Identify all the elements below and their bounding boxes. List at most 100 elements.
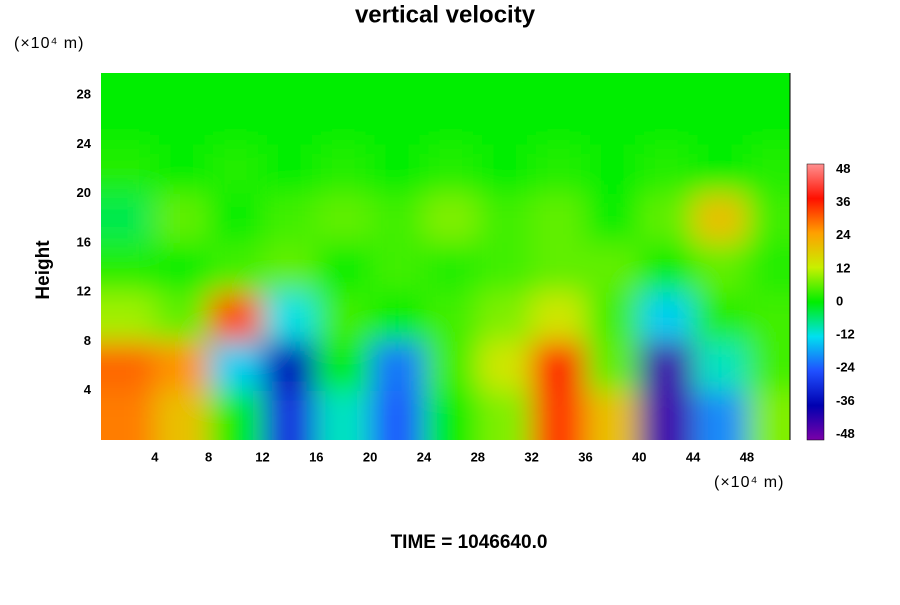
- field-cell: [531, 390, 586, 440]
- field-cell: [154, 193, 209, 243]
- field-cell: [477, 242, 532, 293]
- field-cell: [154, 390, 209, 440]
- field-cell: [316, 341, 371, 391]
- field-cell: [693, 95, 747, 145]
- x-tick-label: 24: [417, 449, 432, 464]
- field-cell: [101, 242, 155, 293]
- field-cell: [316, 95, 371, 145]
- field-cell: [101, 73, 155, 96]
- field-cell: [585, 144, 640, 194]
- field-cell: [585, 95, 640, 145]
- field-cell: [208, 242, 263, 293]
- field-cell: [639, 144, 694, 194]
- field-cell: [639, 292, 694, 342]
- field-cell: [101, 144, 155, 194]
- field-cell: [154, 95, 209, 145]
- field-cell: [208, 390, 263, 440]
- field: [101, 73, 790, 440]
- field-cell: [262, 242, 317, 293]
- colorbar-tick-label: 48: [836, 161, 850, 176]
- x-tick-label: 44: [686, 449, 701, 464]
- field-cell: [101, 95, 155, 145]
- field-cell: [531, 144, 586, 194]
- field-cell: [316, 193, 371, 243]
- y-tick-label: 24: [77, 136, 92, 151]
- field-cell: [101, 292, 155, 342]
- x-unit: (×10⁴ m): [714, 474, 784, 491]
- field-cell: [693, 242, 747, 293]
- field-cell: [531, 73, 586, 96]
- field-cell: [477, 144, 532, 194]
- field-cell: [585, 341, 640, 391]
- field-cell: [208, 73, 263, 96]
- colorbar-tick-label: -24: [836, 360, 856, 375]
- field-cell: [531, 341, 586, 391]
- x-tick-label: 36: [578, 449, 592, 464]
- field-cell: [370, 341, 424, 391]
- field-cell: [423, 95, 478, 145]
- field-cell: [585, 390, 640, 440]
- field-cell: [531, 242, 586, 293]
- x-tick-label: 20: [363, 449, 377, 464]
- field-cell: [370, 73, 424, 96]
- field-cell: [208, 95, 263, 145]
- field-cell: [262, 144, 317, 194]
- field-cell: [370, 390, 424, 440]
- field-cell: [531, 95, 586, 145]
- field-cell: [746, 144, 790, 194]
- colorbar-tick-label: -36: [836, 393, 855, 408]
- field-cell: [639, 242, 694, 293]
- field-cell: [477, 73, 532, 96]
- field-cell: [208, 193, 263, 243]
- x-tick-label: 48: [740, 449, 754, 464]
- footer: TIME = 1046640.0: [391, 532, 548, 553]
- x-tick-label: 32: [524, 449, 538, 464]
- field-cell: [693, 341, 747, 391]
- x-tick-label: 28: [471, 449, 485, 464]
- field-cell: [639, 193, 694, 243]
- field-cell: [316, 73, 371, 96]
- field-cell: [746, 341, 790, 391]
- field-cell: [423, 242, 478, 293]
- colorbar-tick-label: 0: [836, 293, 843, 308]
- field-cell: [316, 292, 371, 342]
- field-cell: [370, 292, 424, 342]
- field-cell: [585, 193, 640, 243]
- field-cell: [316, 390, 371, 440]
- field-cell: [262, 390, 317, 440]
- field-cell: [423, 144, 478, 194]
- field-cell: [316, 242, 371, 293]
- y-tick-label: 16: [77, 234, 91, 249]
- field-cell: [423, 193, 478, 243]
- field-cell: [477, 292, 532, 342]
- field-cell: [154, 144, 209, 194]
- colorbar-tick-label: 36: [836, 194, 850, 209]
- field-cell: [477, 341, 532, 391]
- field-cell: [531, 292, 586, 342]
- field-cell: [101, 341, 155, 391]
- field-cell: [262, 292, 317, 342]
- field-cell: [154, 73, 209, 96]
- field-cell: [262, 193, 317, 243]
- field-cell: [370, 193, 424, 243]
- field-cell: [746, 390, 790, 440]
- field-cell: [477, 390, 532, 440]
- field-cell: [154, 292, 209, 342]
- field-cell: [693, 390, 747, 440]
- field-cell: [423, 292, 478, 342]
- field-cell: [693, 292, 747, 342]
- field-cell: [370, 95, 424, 145]
- y-tick-label: 20: [77, 185, 91, 200]
- field-cell: [639, 95, 694, 145]
- colorbar-tick-label: -48: [836, 426, 855, 441]
- y-label: Height: [33, 240, 54, 300]
- field-cell: [585, 73, 640, 96]
- field-cell: [693, 193, 747, 243]
- field-cell: [423, 341, 478, 391]
- field-cell: [585, 242, 640, 293]
- field-cell: [423, 390, 478, 440]
- x-tick-label: 40: [632, 449, 646, 464]
- field-cell: [746, 292, 790, 342]
- field-cell: [585, 292, 640, 342]
- field-cell: [639, 390, 694, 440]
